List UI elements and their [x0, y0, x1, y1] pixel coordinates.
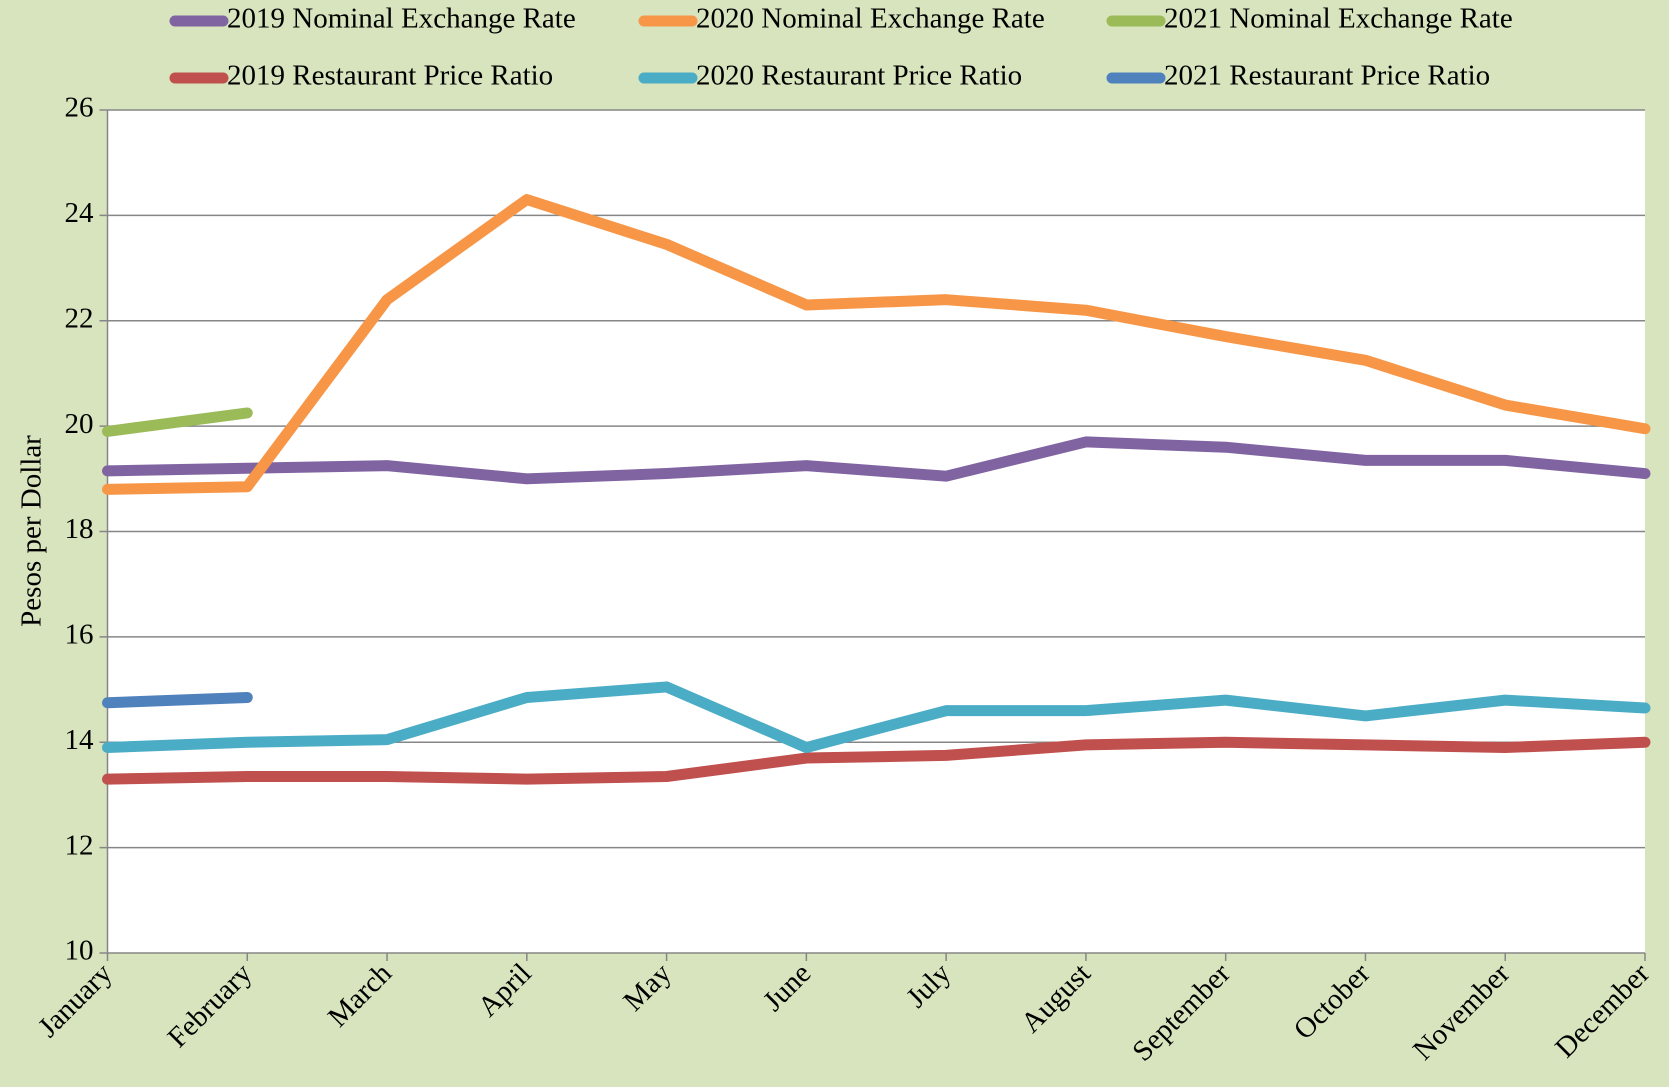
- x-tick-label: September: [1126, 957, 1237, 1068]
- y-tick-label: 20: [65, 408, 94, 440]
- series-line: [102, 436, 1651, 485]
- x-tick-label: May: [617, 957, 678, 1018]
- y-tick-label: 26: [65, 92, 94, 124]
- x-tick-label: July: [900, 957, 957, 1014]
- x-tick-label: December: [1549, 957, 1656, 1064]
- legend-label: 2021 Restaurant Price Ratio: [1164, 60, 1490, 92]
- x-tick-label: February: [162, 957, 259, 1054]
- y-tick-label: 18: [65, 513, 94, 545]
- x-tick-label: March: [322, 957, 398, 1033]
- legend-label: 2021 Nominal Exchange Rate: [1164, 3, 1513, 35]
- series-line: [102, 681, 1651, 754]
- series-line: [102, 194, 1651, 495]
- y-axis-label: Pesos per Dollar: [16, 435, 48, 627]
- x-tick-label: June: [757, 957, 817, 1017]
- x-tick-label: October: [1288, 957, 1377, 1046]
- series-line: [102, 691, 253, 709]
- series-line: [102, 736, 1651, 785]
- legend-label: 2019 Nominal Exchange Rate: [227, 3, 576, 35]
- y-tick-label: 16: [65, 619, 94, 651]
- legend-label: 2019 Restaurant Price Ratio: [227, 60, 553, 92]
- series-line: [102, 407, 253, 437]
- x-tick-label: January: [32, 957, 119, 1044]
- y-tick-label: 10: [65, 935, 94, 967]
- y-tick-label: 14: [65, 724, 95, 756]
- x-tick-label: November: [1407, 957, 1516, 1066]
- x-tick-label: April: [472, 957, 538, 1023]
- legend-label: 2020 Nominal Exchange Rate: [696, 3, 1045, 35]
- x-tick-label: August: [1015, 957, 1097, 1039]
- y-tick-label: 22: [65, 302, 94, 334]
- y-tick-label: 12: [65, 829, 94, 861]
- y-tick-label: 24: [65, 197, 95, 229]
- legend-label: 2020 Restaurant Price Ratio: [696, 60, 1022, 92]
